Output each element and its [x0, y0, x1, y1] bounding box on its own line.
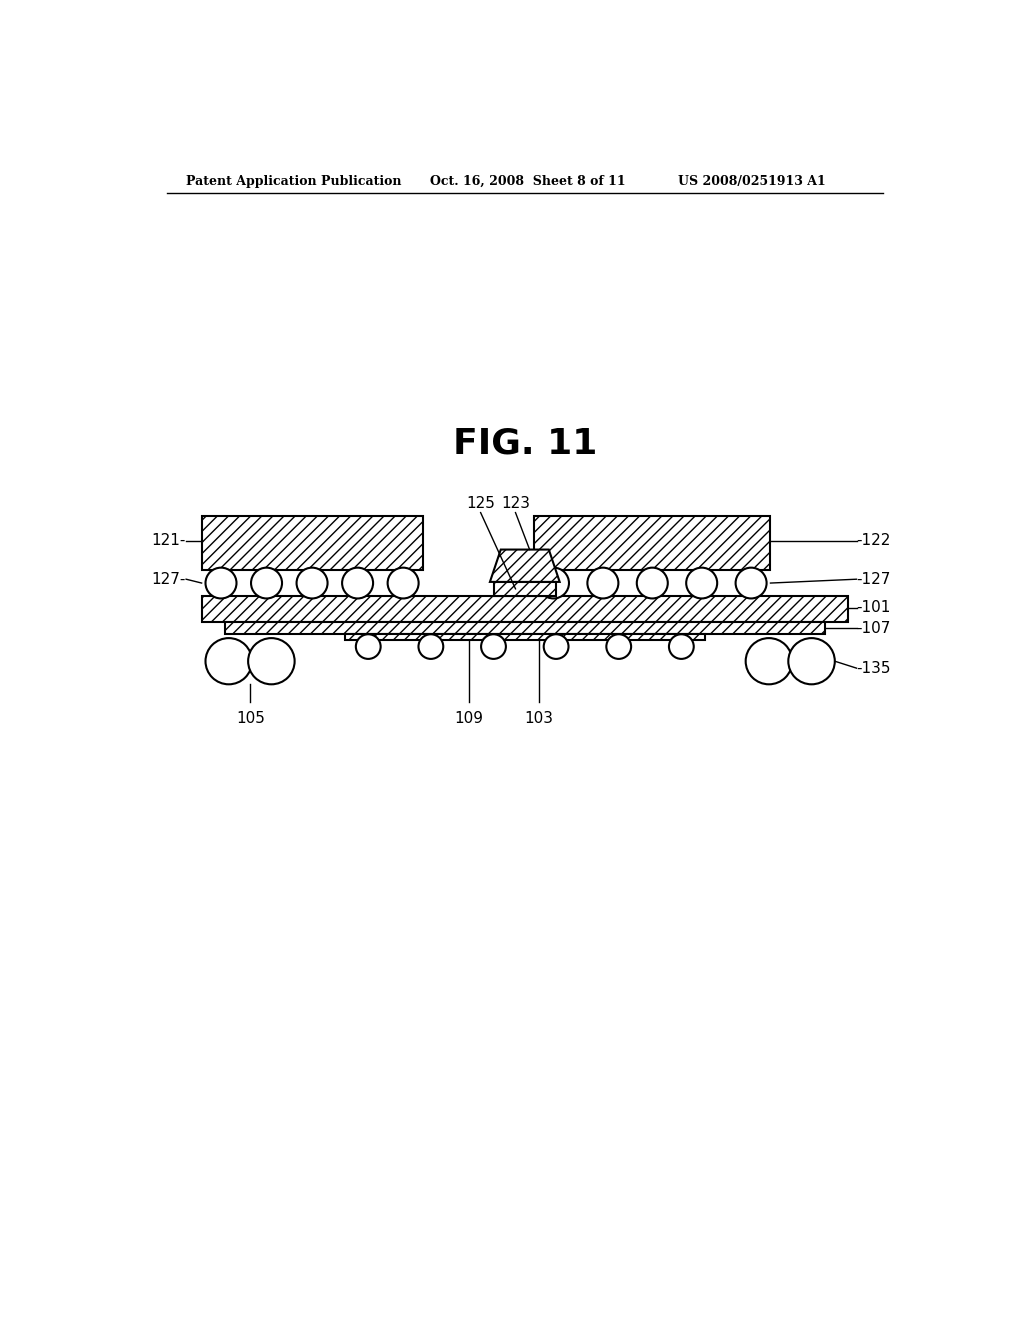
Text: -107: -107 [856, 620, 891, 636]
Circle shape [248, 638, 295, 684]
Bar [494, 582, 556, 595]
Circle shape [206, 568, 237, 598]
Text: US 2008/0251913 A1: US 2008/0251913 A1 [678, 176, 826, 187]
Circle shape [342, 568, 373, 598]
Circle shape [388, 568, 419, 598]
Text: 123: 123 [501, 496, 530, 511]
Circle shape [538, 568, 569, 598]
Polygon shape [489, 549, 560, 582]
Bar [202, 516, 423, 570]
Text: 103: 103 [524, 711, 553, 726]
Bar [345, 635, 705, 640]
Text: 109: 109 [455, 711, 483, 726]
Text: 127-: 127- [152, 572, 186, 586]
Circle shape [745, 638, 793, 684]
Text: -122: -122 [856, 533, 891, 548]
Bar [225, 622, 824, 635]
Text: -101: -101 [856, 601, 891, 615]
Circle shape [669, 635, 693, 659]
Circle shape [588, 568, 618, 598]
Circle shape [735, 568, 767, 598]
Text: -135: -135 [856, 660, 891, 676]
Circle shape [297, 568, 328, 598]
Circle shape [356, 635, 381, 659]
Circle shape [606, 635, 631, 659]
Text: Oct. 16, 2008  Sheet 8 of 11: Oct. 16, 2008 Sheet 8 of 11 [430, 176, 626, 187]
Circle shape [686, 568, 717, 598]
Circle shape [481, 635, 506, 659]
Text: 121-: 121- [152, 533, 186, 548]
Circle shape [788, 638, 835, 684]
Circle shape [637, 568, 668, 598]
Text: -127: -127 [856, 572, 891, 586]
Circle shape [544, 635, 568, 659]
Text: Patent Application Publication: Patent Application Publication [186, 176, 401, 187]
Bar [535, 516, 770, 570]
Bar [202, 595, 848, 622]
Circle shape [419, 635, 443, 659]
Circle shape [206, 638, 252, 684]
Text: FIG. 11: FIG. 11 [453, 426, 597, 461]
Text: 125: 125 [466, 496, 495, 511]
Text: 105: 105 [236, 711, 265, 726]
Circle shape [251, 568, 282, 598]
